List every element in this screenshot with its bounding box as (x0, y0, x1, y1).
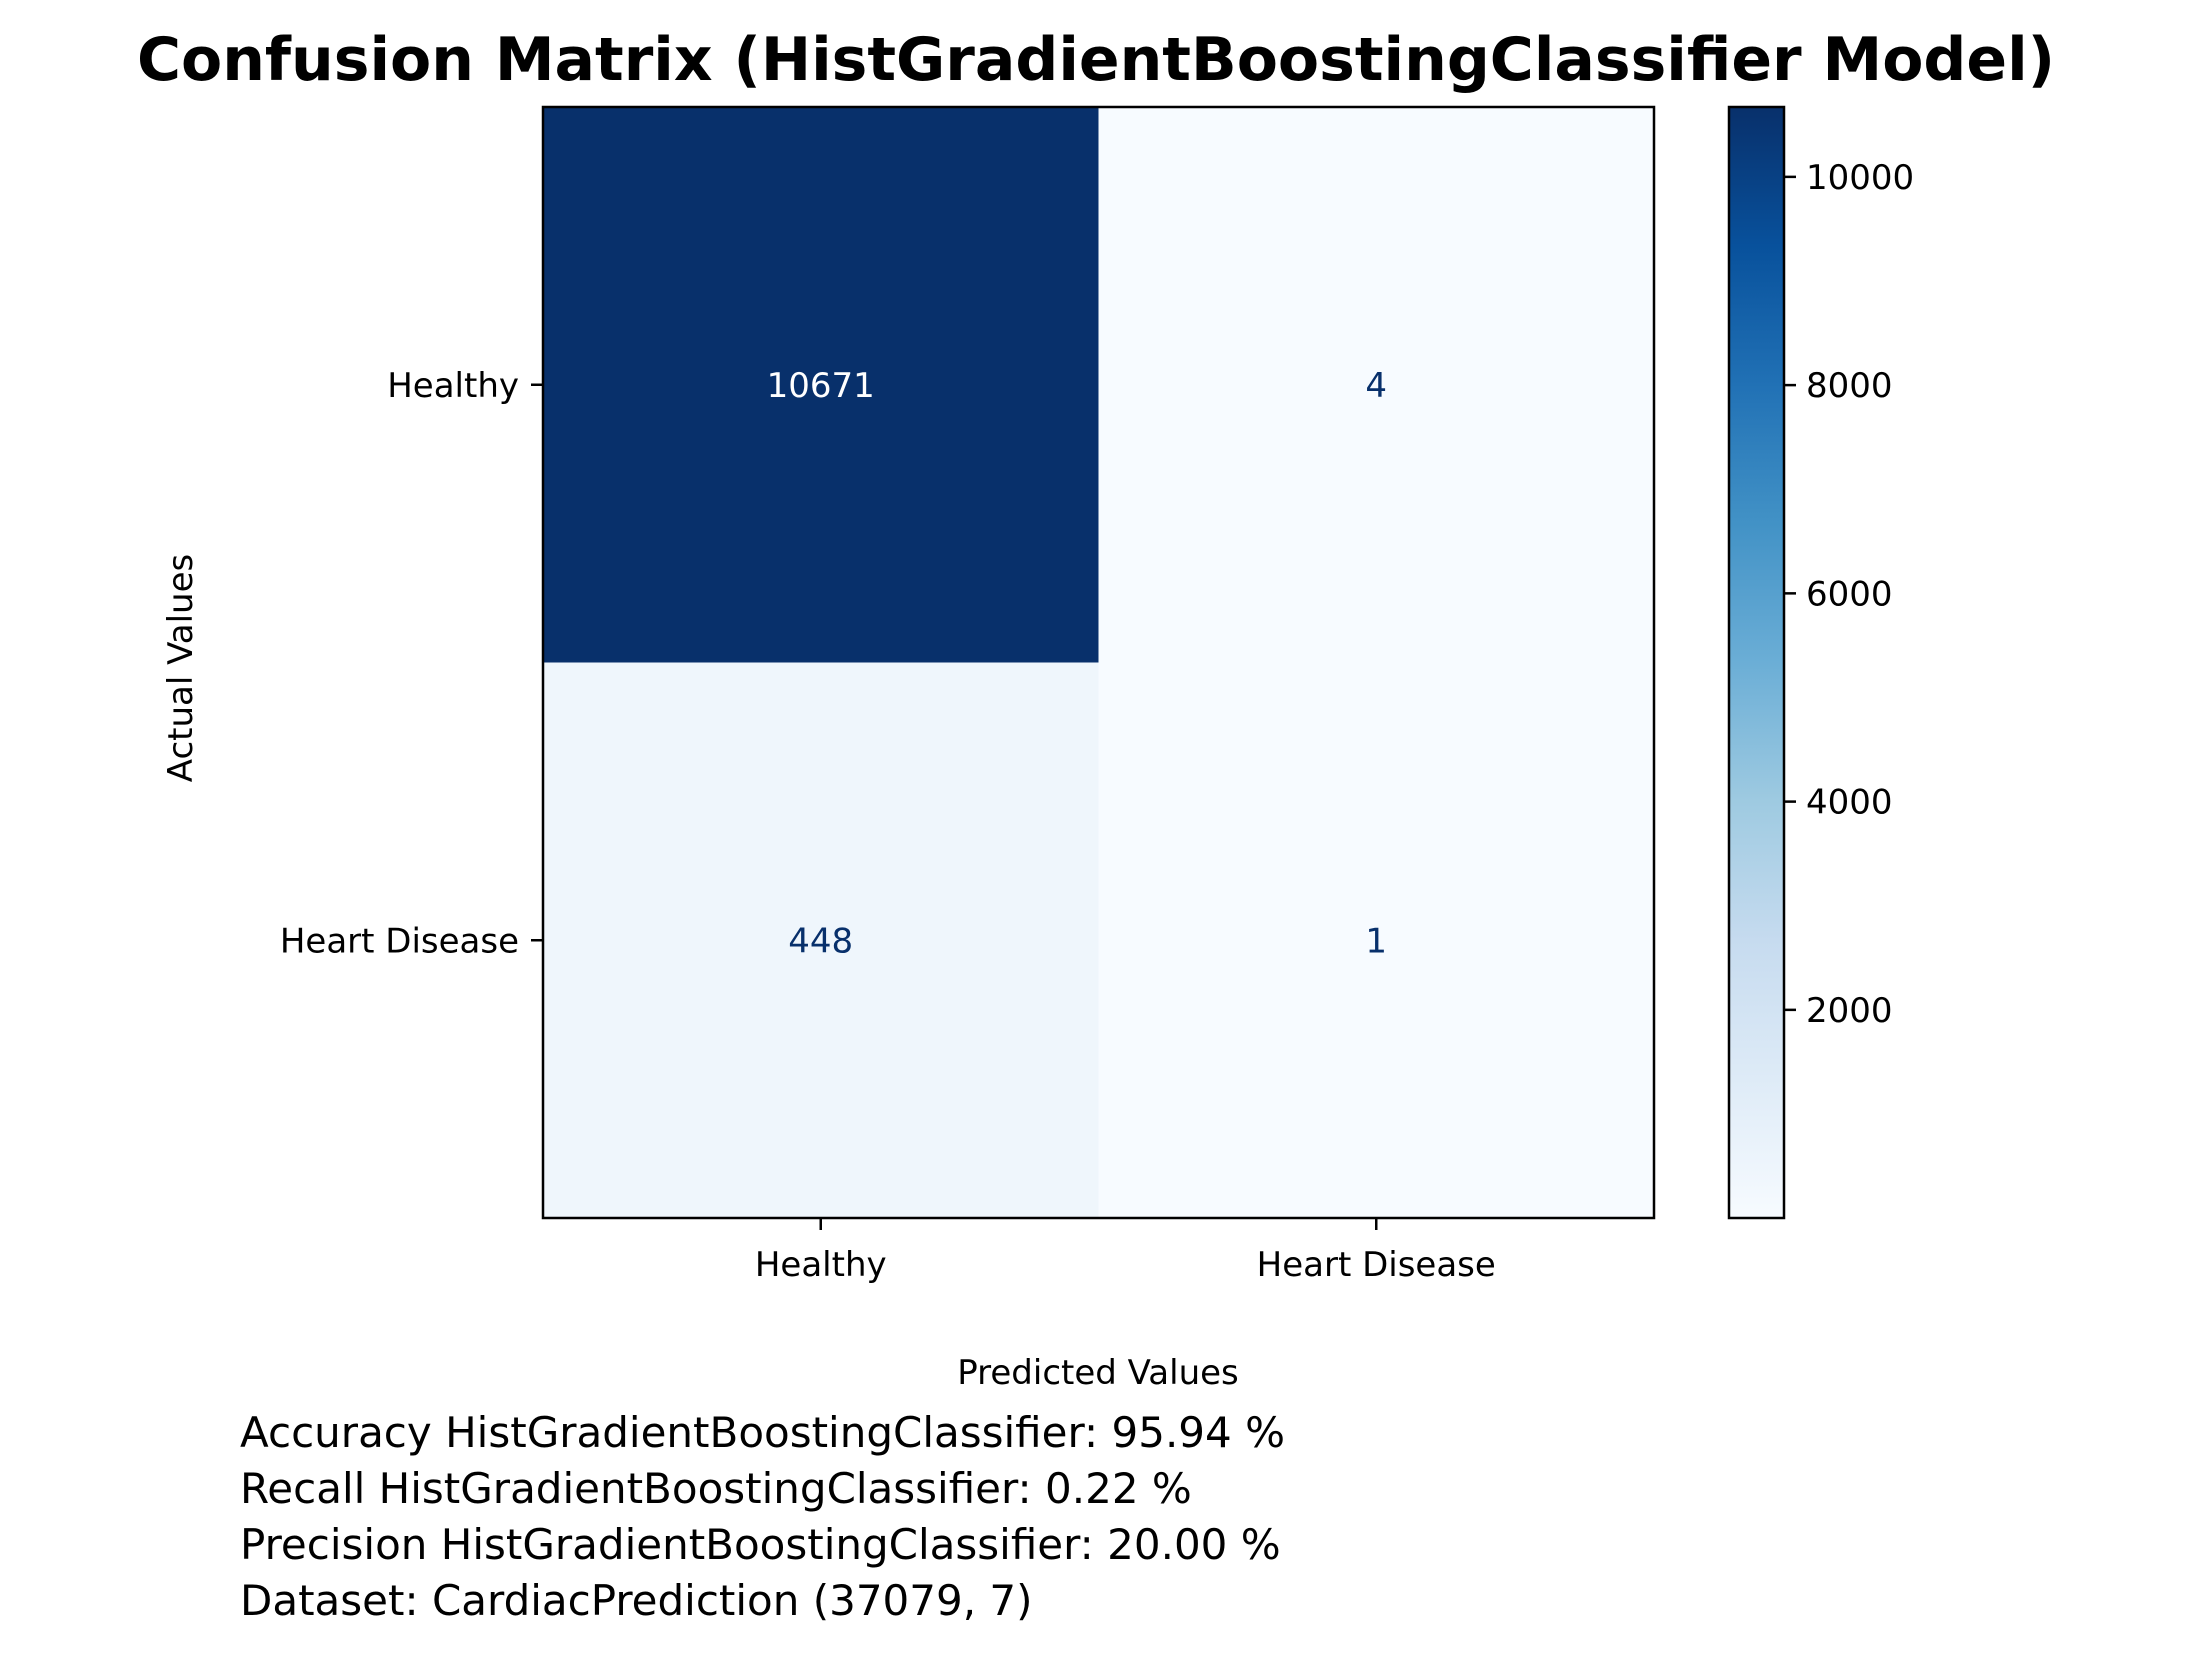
heatmap-cell (543, 107, 1099, 663)
colorbar-tick-label: 4000 (1806, 783, 1893, 823)
dataset-info: Dataset: CardiacPrediction (37079, 7) (240, 1576, 1033, 1625)
metric-accuracy: Accuracy HistGradientBoostingClassifier:… (240, 1408, 1285, 1457)
cell-value-label: 448 (788, 921, 853, 961)
chart-title: Confusion Matrix (HistGradientBoostingCl… (137, 25, 2055, 95)
y-tick-label: Heart Disease (280, 921, 519, 961)
heatmap-cell (543, 662, 1099, 1219)
colorbar-tick-label: 8000 (1806, 366, 1893, 406)
metrics-block: Accuracy HistGradientBoostingClassifier:… (240, 1408, 1285, 1625)
colorbar-tick-label: 6000 (1806, 574, 1893, 614)
x-tick-label: Heart Disease (1257, 1245, 1496, 1285)
plot-frame (541, 105, 1656, 1220)
metric-precision: Precision HistGradientBoostingClassifier… (240, 1520, 1281, 1569)
cell-value-label: 4 (1365, 366, 1387, 406)
colorbar-tick-label: 10000 (1806, 158, 1914, 198)
cell-value-label: 1 (1365, 921, 1387, 961)
y-axis-label: Actual Values (161, 554, 201, 782)
y-axis-ticks: Healthy Heart Disease (280, 366, 543, 961)
heatmap-cell-labels: 10671 4 448 1 (767, 366, 1387, 962)
heatmap-cells (543, 107, 1655, 1219)
colorbar-tick-label: 2000 (1806, 991, 1893, 1031)
cell-value-label: 10671 (767, 366, 875, 406)
x-axis-label: Predicted Values (957, 1353, 1239, 1393)
heatmap-cell (1098, 662, 1655, 1219)
x-axis-ticks: Healthy Heart Disease (755, 1218, 1496, 1285)
x-tick-label: Healthy (755, 1245, 887, 1285)
heatmap-cell (1098, 107, 1655, 663)
colorbar-ticks: 2000 4000 6000 8000 10000 (1784, 158, 1914, 1031)
metric-recall: Recall HistGradientBoostingClassifier: 0… (240, 1464, 1192, 1513)
y-tick-label: Healthy (387, 366, 519, 406)
colorbar (1727, 105, 1786, 1220)
